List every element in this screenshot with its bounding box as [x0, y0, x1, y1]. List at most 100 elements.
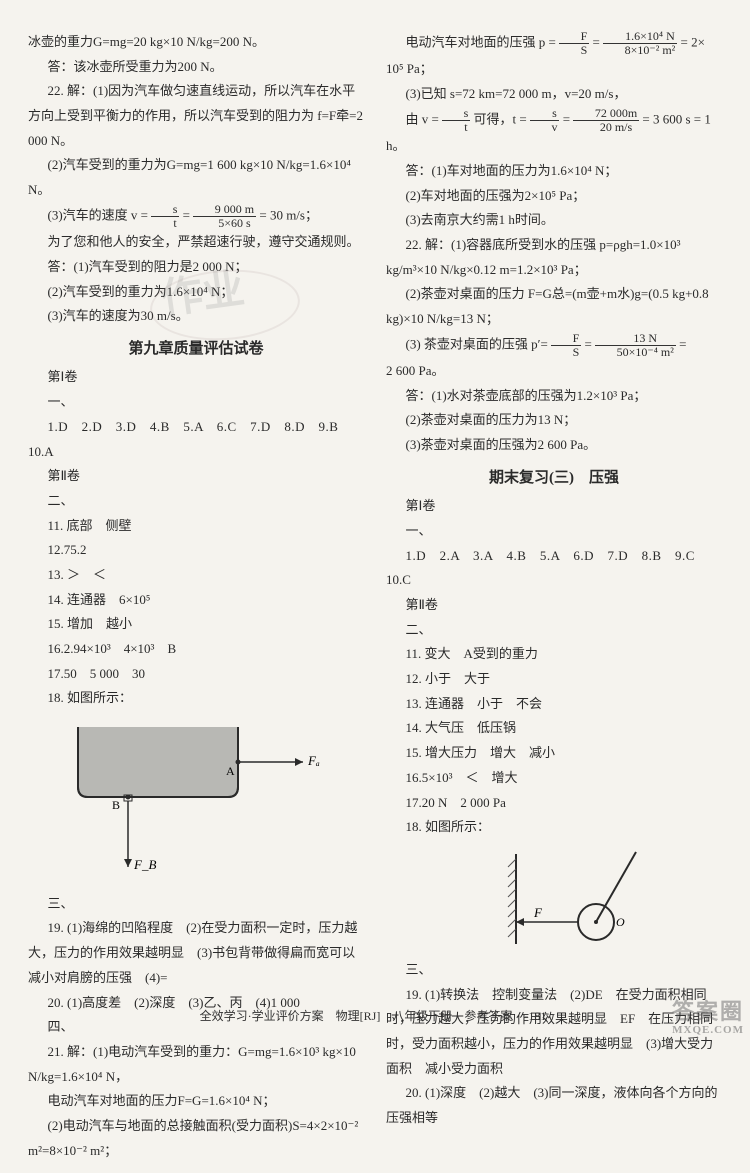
- text-line: (2)车对地面的压强为2×10⁵ Pa；: [386, 184, 722, 209]
- text-line: 冰壶的重力G=mg=20 kg×10 N/kg=200 N。: [28, 30, 364, 55]
- text-line: (2)电动汽车与地面的总接触面积(受力面积)S=4×2×10⁻² m²=8×10…: [28, 1114, 364, 1163]
- fraction-num: s: [530, 107, 560, 121]
- f-label: F: [533, 905, 543, 920]
- section-label: 二、: [386, 618, 722, 643]
- section-label: 一、: [386, 519, 722, 544]
- text-line: 为了您和他人的安全，严禁超速行驶，遵守交通规则。: [28, 230, 364, 255]
- page-container: 冰壶的重力G=mg=20 kg×10 N/kg=200 N。 答：该冰壶所受重力…: [0, 0, 750, 1173]
- text-fragment: 可得，t =: [474, 111, 530, 126]
- answer-row: 12.75.2: [28, 538, 364, 563]
- answer-row: 17.50 5 000 30: [28, 662, 364, 687]
- fraction-num: 1.6×10⁴ N: [603, 30, 677, 44]
- fraction: FS: [551, 332, 581, 359]
- section-label: 第Ⅰ卷: [28, 365, 364, 390]
- fraction-den: t: [442, 121, 470, 134]
- corner-watermark: 答案圈 MXQE.COM: [672, 1000, 744, 1036]
- text-line: (2)汽车受到的重力为G=mg=1 600 kg×10 N/kg=1.6×10⁴…: [28, 153, 364, 202]
- fraction: st: [151, 203, 179, 230]
- left-column: 冰壶的重力G=mg=20 kg×10 N/kg=200 N。 答：该冰壶所受重力…: [28, 30, 364, 1163]
- answer-row: 1.D 2.D 3.D 4.B 5.A 6.C 7.D 8.D 9.B: [28, 415, 364, 440]
- text-fragment: 电动汽车对地面的压强 p =: [406, 35, 560, 50]
- fraction-den: S: [551, 346, 581, 359]
- text-fragment: (3) 茶壶对桌面的压强 p′=: [406, 336, 552, 351]
- answer-row: 14. 大气压 低压锅: [386, 716, 722, 741]
- section-label: 三、: [386, 958, 722, 983]
- section-label: 第Ⅱ卷: [28, 464, 364, 489]
- text-line: 由 v = st 可得，t = sv = 72 000m20 m/s = 3 6…: [386, 107, 722, 159]
- point-b-label: B: [112, 798, 120, 812]
- answer-row: 15. 增大压力 增大 减小: [386, 741, 722, 766]
- fraction-num: 13 N: [595, 332, 676, 346]
- fraction-num: s: [442, 107, 470, 121]
- corner-text: 答案圈: [672, 999, 744, 1024]
- text-fragment: = 30 m/s；: [259, 207, 318, 222]
- answer-row: 14. 连通器 6×10⁵: [28, 588, 364, 613]
- corner-url: MXQE.COM: [672, 1024, 744, 1036]
- text-fragment: =: [585, 336, 596, 351]
- answer-row: 10.A: [28, 440, 364, 465]
- point-a-label: A: [226, 764, 235, 778]
- fraction: sv: [530, 107, 560, 134]
- text-fragment: =: [183, 207, 194, 222]
- answer-row: 11. 底部 侧壁: [28, 514, 364, 539]
- o-label: O: [616, 915, 625, 929]
- section-title: 第九章质量评估试卷: [28, 335, 364, 364]
- section-label: 第Ⅰ卷: [386, 494, 722, 519]
- text-line: 电动汽车对地面的压强 p = FS = 1.6×10⁴ N8×10⁻² m² =…: [386, 30, 722, 57]
- text-line: (3) 茶壶对桌面的压强 p′= FS = 13 N50×10⁻⁴ m² =: [386, 332, 722, 359]
- fraction: st: [442, 107, 470, 134]
- fraction-den: t: [151, 217, 179, 230]
- answer-row: 18. 如图所示：: [386, 815, 722, 840]
- answer-row: 18. 如图所示：: [28, 686, 364, 711]
- answer-row: 15. 增加 越小: [28, 612, 364, 637]
- answer-row: 1.D 2.A 3.A 4.B 5.A 6.D 7.D 8.B 9.C: [386, 544, 722, 569]
- answer-row: 16.5×10³ ＜ 增大: [386, 766, 722, 791]
- text-line: 10⁵ Pa；: [386, 57, 722, 82]
- fraction-den: 5×60 s: [193, 217, 256, 230]
- section-label: 一、: [28, 390, 364, 415]
- section-label: 三、: [28, 892, 364, 917]
- page-footer: 全效学习·学业评价方案 物理[RJ] 八年级下册 参考答案 -181-: [0, 1007, 750, 1024]
- fb-label: F_B: [133, 857, 156, 872]
- figure-container: A Fₐ B F_B: [58, 717, 338, 886]
- fraction-den: v: [530, 121, 560, 134]
- right-column: 电动汽车对地面的压强 p = FS = 1.6×10⁴ N8×10⁻² m² =…: [386, 30, 722, 1163]
- fraction: 9 000 m5×60 s: [193, 203, 256, 230]
- text-line: (2)汽车受到的重力为1.6×10⁴ N；: [28, 280, 364, 305]
- text-line: 答：(1)汽车受到的阻力是2 000 N；: [28, 255, 364, 280]
- text-line: 2 600 Pa。: [386, 359, 722, 384]
- answer-row: 20. (1)深度 (2)越大 (3)同一深度，液体向各个方向的压强相等: [386, 1081, 722, 1130]
- section-label: 二、: [28, 489, 364, 514]
- text-fragment: =: [563, 111, 574, 126]
- section-title: 期末复习(三) 压强: [386, 464, 722, 493]
- fraction: 1.6×10⁴ N8×10⁻² m²: [603, 30, 677, 57]
- fa-label: Fₐ: [307, 753, 320, 768]
- text-line: (2)茶壶对桌面的压力 F=G总=(m壶+m水)g=(0.5 kg+0.8 kg…: [386, 282, 722, 331]
- answer-row: 13. 连通器 小于 不会: [386, 692, 722, 717]
- text-line: (3)去南京大约需1 h时间。: [386, 208, 722, 233]
- text-line: (3)汽车的速度为30 m/s。: [28, 304, 364, 329]
- fraction-num: F: [559, 30, 589, 44]
- text-line: 答：(1)车对地面的压力为1.6×10⁴ N；: [386, 159, 722, 184]
- text-line: (3)汽车的速度 v = st = 9 000 m5×60 s = 30 m/s…: [28, 203, 364, 230]
- fraction-num: s: [151, 203, 179, 217]
- answer-row: 17.20 N 2 000 Pa: [386, 791, 722, 816]
- answer-row: 16.2.94×10³ 4×10³ B: [28, 637, 364, 662]
- text-fragment: 由 v =: [406, 111, 443, 126]
- fraction-num: 9 000 m: [193, 203, 256, 217]
- answer-row: 11. 变大 A受到的重力: [386, 642, 722, 667]
- container-force-diagram: A Fₐ B F_B: [58, 717, 338, 877]
- text-fragment: =: [679, 336, 686, 351]
- text-line: 电动汽车对地面的压力F=G=1.6×10⁴ N；: [28, 1089, 364, 1114]
- fraction: FS: [559, 30, 589, 57]
- answer-row: 10.C: [386, 568, 722, 593]
- answer-row: 12. 小于 大于: [386, 667, 722, 692]
- text-fragment: =: [593, 35, 604, 50]
- fraction: 72 000m20 m/s: [573, 107, 639, 134]
- fraction: 13 N50×10⁻⁴ m²: [595, 332, 676, 359]
- fraction-den: 50×10⁻⁴ m²: [595, 346, 676, 359]
- text-line: 22. 解：(1)因为汽车做匀速直线运动，所以汽车在水平方向上受到平衡力的作用，…: [28, 79, 364, 153]
- text-line: 21. 解：(1)电动汽车受到的重力：G=mg=1.6×10³ kg×10 N/…: [28, 1040, 364, 1089]
- answer-row: 13. ＞ ＜: [28, 563, 364, 588]
- section-label: 第Ⅱ卷: [386, 593, 722, 618]
